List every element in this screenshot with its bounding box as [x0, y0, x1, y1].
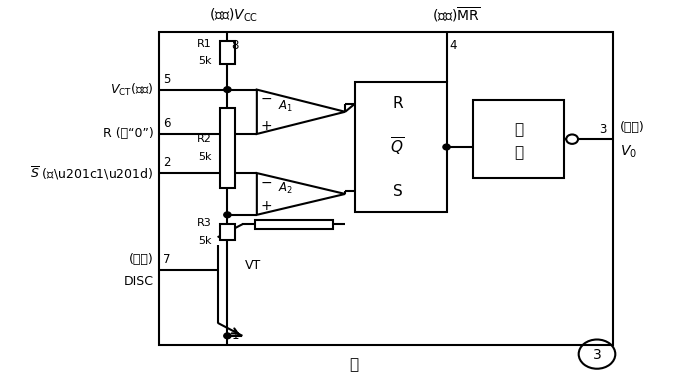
- Text: 5k: 5k: [198, 56, 212, 67]
- Text: 2: 2: [163, 156, 170, 169]
- Text: 4: 4: [449, 39, 457, 52]
- Text: (输出): (输出): [620, 121, 645, 134]
- Bar: [220, 224, 235, 240]
- Text: 5k: 5k: [198, 152, 212, 162]
- Text: VT: VT: [245, 259, 261, 272]
- Bar: [355, 82, 447, 212]
- Text: 5: 5: [163, 73, 170, 86]
- Text: $-$: $-$: [260, 174, 272, 188]
- Text: 驱: 驱: [514, 122, 523, 137]
- Text: $+$: $+$: [260, 200, 272, 214]
- Bar: [159, 32, 614, 345]
- Text: $\overline{Q}$: $\overline{Q}$: [390, 136, 404, 158]
- Text: 1: 1: [232, 329, 239, 342]
- Text: R1: R1: [197, 39, 212, 49]
- Bar: [220, 108, 235, 188]
- Text: 7: 7: [163, 253, 170, 266]
- Text: 动: 动: [514, 145, 523, 160]
- Bar: [472, 100, 564, 178]
- Text: 地: 地: [349, 357, 358, 372]
- Text: $+$: $+$: [260, 119, 272, 133]
- Text: $V_0$: $V_0$: [620, 144, 637, 160]
- Circle shape: [224, 333, 231, 339]
- Bar: [254, 220, 333, 229]
- Bar: [220, 41, 235, 64]
- Text: R3: R3: [197, 218, 212, 228]
- Text: 6: 6: [163, 117, 170, 130]
- Text: 3: 3: [599, 122, 606, 136]
- Circle shape: [224, 87, 231, 93]
- Text: R: R: [392, 96, 403, 111]
- Text: R2: R2: [197, 134, 212, 144]
- Text: S: S: [393, 184, 402, 199]
- Text: (电源)$V_{\rm CC}$: (电源)$V_{\rm CC}$: [209, 7, 259, 25]
- Text: $V_{\rm CT}$(控制): $V_{\rm CT}$(控制): [110, 82, 153, 98]
- Text: $-$: $-$: [260, 91, 272, 105]
- Text: 3: 3: [593, 348, 601, 362]
- Text: (复位)$\overline{\rm MR}$: (复位)$\overline{\rm MR}$: [432, 6, 481, 25]
- Text: DISC: DISC: [124, 274, 153, 288]
- Text: $A_1$: $A_1$: [278, 99, 293, 114]
- Text: (放电): (放电): [129, 253, 153, 266]
- Circle shape: [443, 144, 450, 150]
- Text: 8: 8: [232, 39, 239, 52]
- Text: $A_2$: $A_2$: [278, 181, 293, 196]
- Text: R (置“0”): R (置“0”): [103, 127, 153, 141]
- Text: 5k: 5k: [198, 235, 212, 246]
- Text: $\overline{S}$ (置\u201c1\u201d): $\overline{S}$ (置\u201c1\u201d): [30, 164, 153, 182]
- Circle shape: [224, 212, 231, 218]
